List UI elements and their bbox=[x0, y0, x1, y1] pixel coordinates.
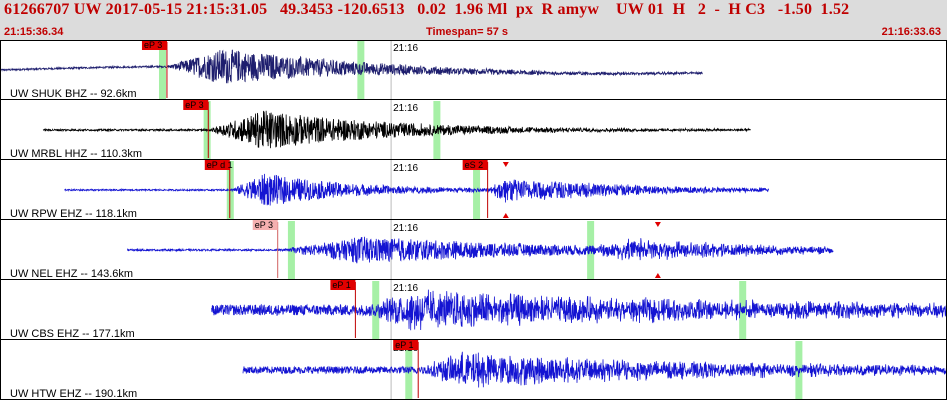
header-bar: 61266707 UW 2017-05-15 21:15:31.05 49.34… bbox=[0, 0, 947, 40]
pick-flag bbox=[141, 40, 167, 50]
waveform-trace bbox=[0, 49, 703, 84]
channel-label: UW HTW EHZ -- 190.1km bbox=[10, 388, 137, 400]
waveform-trace bbox=[126, 236, 834, 264]
channel-row: 21:16 eP d 1 eS 2 UW RPW EHZ -- 118.1km bbox=[0, 160, 947, 220]
arrival-marker bbox=[473, 161, 481, 219]
minute-label: 21:16 bbox=[393, 43, 418, 54]
waveform-trace bbox=[211, 289, 947, 331]
arrival-marker bbox=[158, 41, 166, 99]
waveform-trace bbox=[42, 110, 751, 149]
channel-row: 21:16 eP 3 UW MRBL HHZ -- 110.3km bbox=[0, 100, 947, 160]
waveform-trace bbox=[64, 173, 770, 206]
pick-label: eP d 1 bbox=[207, 160, 233, 170]
channel-label: UW SHUK BHZ -- 92.6km bbox=[10, 88, 137, 100]
end-time: 21:16:33.63 bbox=[881, 26, 941, 38]
event-title: 61266707 UW 2017-05-15 21:15:31.05 49.34… bbox=[4, 1, 850, 18]
pick-flag bbox=[462, 160, 488, 170]
pick-flag bbox=[204, 160, 230, 170]
pick-label: eS 2 bbox=[465, 160, 484, 170]
channel-label: UW NEL EHZ -- 143.6km bbox=[10, 268, 133, 280]
channel-label: UW RPW EHZ -- 118.1km bbox=[10, 208, 137, 220]
amp-triangle-top bbox=[502, 162, 509, 167]
minute-label: 21:16 bbox=[393, 103, 418, 114]
minute-label: 21:16 bbox=[393, 223, 418, 234]
arrival-marker bbox=[357, 41, 365, 99]
pick-label: eP 1 bbox=[395, 340, 413, 350]
pick-label: eP 3 bbox=[255, 220, 273, 230]
amp-triangle-bottom bbox=[654, 273, 661, 278]
minute-label: 21:16 bbox=[393, 163, 418, 174]
pick-label: eP 1 bbox=[332, 280, 350, 290]
channel-row: 21:16 eP 1 UW CBS EHZ -- 177.1km bbox=[0, 280, 947, 340]
channel-row: 21:16 eP 3 UW NEL EHZ -- 143.6km bbox=[0, 220, 947, 280]
amp-triangle-top bbox=[654, 222, 661, 227]
channel-label: UW CBS EHZ -- 177.1km bbox=[10, 328, 135, 340]
pick-flag bbox=[393, 340, 419, 350]
pick-flag bbox=[252, 220, 278, 230]
pick-flag bbox=[330, 280, 356, 290]
channel-row: 21:16 eP 3 UW SHUK BHZ -- 92.6km bbox=[0, 40, 947, 100]
start-time: 21:15:36.34 bbox=[4, 26, 64, 38]
pick-flag bbox=[183, 100, 209, 110]
waveform-trace bbox=[242, 351, 947, 388]
seismogram-panel: 21:16 eP 3 UW SHUK BHZ -- 92.6km 21:16 eP 3 U… bbox=[0, 40, 947, 400]
channel-label: UW MRBL HHZ -- 110.3km bbox=[10, 148, 142, 160]
timespan-label: Timespan= 57 s bbox=[426, 26, 509, 38]
pick-label: eP 3 bbox=[185, 100, 203, 110]
amp-triangle-bottom bbox=[502, 213, 509, 218]
pick-label: eP 3 bbox=[144, 40, 162, 50]
minute-label: 21:16 bbox=[393, 283, 418, 294]
